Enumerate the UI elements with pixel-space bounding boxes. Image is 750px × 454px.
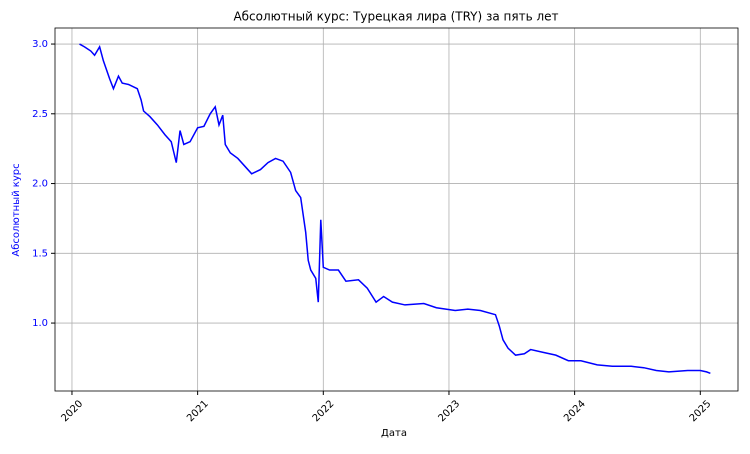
x-axis-label: Дата: [381, 428, 407, 439]
y-tick-label: 2.5: [32, 109, 48, 120]
y-tick-label: 1.5: [32, 248, 48, 259]
plot-frame: [54, 27, 739, 392]
y-tick-label: 3.0: [32, 39, 48, 50]
y-axis-label: Абсолютный курс: [11, 163, 22, 256]
data-line: [79, 43, 711, 374]
chart-title: Абсолютный курс: Турецкая лира (TRY) за …: [233, 10, 558, 24]
y-tick-label: 2.0: [32, 179, 48, 190]
y-tick-label: 1.0: [32, 318, 48, 329]
